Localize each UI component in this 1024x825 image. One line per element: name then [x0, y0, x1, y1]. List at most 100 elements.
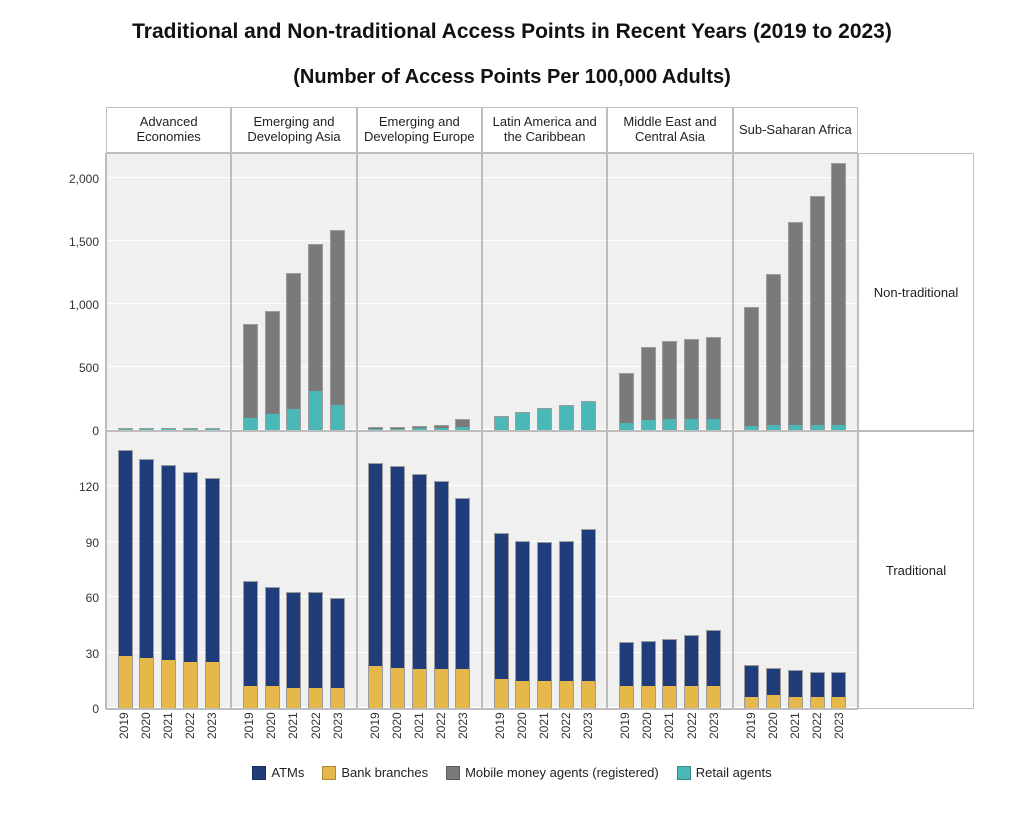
- bar: [265, 311, 280, 431]
- bar-segment: [811, 673, 824, 697]
- bar: [559, 405, 574, 431]
- bar: [619, 373, 634, 431]
- bar: [434, 425, 449, 431]
- bar-segment: [642, 642, 655, 686]
- x-axis-tick: 2019: [242, 712, 257, 751]
- y-axis: 05001,0001,5002,000: [50, 153, 106, 431]
- bar-segment: [789, 697, 802, 708]
- bar-group: [358, 154, 481, 430]
- chart-subtitle: (Number of Access Points Per 100,000 Adu…: [40, 66, 984, 89]
- bar-segment: [266, 414, 279, 430]
- bar-segment: [811, 197, 824, 425]
- y-axis-tick: 90: [86, 536, 99, 550]
- bar: [684, 635, 699, 708]
- bar: [243, 324, 258, 430]
- x-axis-tick: 2023: [581, 712, 596, 751]
- bar-segment: [435, 669, 448, 708]
- bar-segment: [413, 669, 426, 708]
- bar-segment: [413, 475, 426, 670]
- legend-swatch: [322, 766, 336, 780]
- facet-panel: [357, 431, 482, 709]
- chart-container: Advanced EconomiesEmerging and Developin…: [50, 107, 974, 780]
- bar-segment: [767, 425, 780, 430]
- facet-panel: [733, 431, 858, 709]
- bar-segment: [516, 681, 529, 709]
- legend-label: Retail agents: [696, 765, 772, 780]
- bar-segment: [582, 402, 595, 430]
- bar: [161, 428, 176, 430]
- bar-segment: [789, 425, 802, 431]
- bar: [412, 474, 427, 709]
- y-axis-tick: 60: [86, 591, 99, 605]
- x-axis-tick: 2021: [161, 712, 176, 751]
- bar-segment: [391, 429, 404, 431]
- bar-segment: [789, 671, 802, 697]
- facet-panel: [231, 431, 356, 709]
- x-axis-tick: 2019: [744, 712, 759, 751]
- x-axis-tick: 2022: [810, 712, 825, 751]
- bar-segment: [620, 643, 633, 686]
- bar: [744, 665, 759, 709]
- bar: [810, 196, 825, 431]
- bar-segment: [516, 413, 529, 430]
- bar-segment: [685, 686, 698, 708]
- bar: [706, 337, 721, 430]
- x-axis-tick: 2020: [766, 712, 781, 751]
- x-axis-tick: 2022: [434, 712, 449, 751]
- bar-group: [483, 154, 606, 430]
- bar-segment: [811, 425, 824, 431]
- bar-segment: [435, 428, 448, 430]
- bar-segment: [184, 429, 197, 430]
- bar-segment: [642, 686, 655, 708]
- facet-row-label: Non-traditional: [858, 153, 974, 431]
- bar-segment: [162, 429, 175, 430]
- bar: [205, 428, 220, 430]
- bar-segment: [560, 681, 573, 709]
- bar-segment: [663, 686, 676, 708]
- legend-swatch: [252, 766, 266, 780]
- bar: [706, 630, 721, 709]
- bar-segment: [369, 666, 382, 709]
- legend-label: Bank branches: [341, 765, 428, 780]
- x-axis: 20192020202120222023: [733, 709, 858, 751]
- bar-segment: [369, 464, 382, 666]
- bar-segment: [287, 409, 300, 430]
- bar: [831, 672, 846, 708]
- legend-item: ATMs: [252, 765, 304, 780]
- bar-group: [232, 154, 355, 430]
- bar-segment: [767, 695, 780, 708]
- bar-group: [107, 154, 230, 430]
- bar: [619, 642, 634, 708]
- x-axis-tick: 2021: [788, 712, 803, 751]
- x-axis-tick: 2021: [537, 712, 552, 751]
- bar: [161, 465, 176, 709]
- bar: [581, 401, 596, 430]
- x-axis-tick: 2019: [618, 712, 633, 751]
- bar: [368, 463, 383, 709]
- bar: [766, 274, 781, 430]
- bar: [205, 478, 220, 709]
- bar: [494, 533, 509, 708]
- bar-segment: [309, 245, 322, 392]
- x-axis-tick: 2023: [707, 712, 722, 751]
- y-axis: 0306090120: [50, 431, 106, 709]
- bar-segment: [331, 231, 344, 405]
- x-axis-tick: 2021: [412, 712, 427, 751]
- x-axis: 20192020202120222023: [231, 709, 356, 751]
- bar-segment: [435, 482, 448, 669]
- x-axis-tick: 2022: [685, 712, 700, 751]
- bar-segment: [140, 658, 153, 708]
- bar-group: [608, 432, 731, 708]
- legend-swatch: [446, 766, 460, 780]
- bar-segment: [707, 631, 720, 687]
- bar-segment: [707, 338, 720, 419]
- facet-panel: [607, 153, 732, 431]
- bar: [831, 163, 846, 431]
- bar-group: [608, 154, 731, 430]
- bar-segment: [162, 466, 175, 661]
- bar: [330, 598, 345, 708]
- bar-segment: [663, 342, 676, 419]
- chart-title: Traditional and Non-traditional Access P…: [40, 18, 984, 46]
- bar-segment: [287, 593, 300, 688]
- legend-item: Mobile money agents (registered): [446, 765, 659, 780]
